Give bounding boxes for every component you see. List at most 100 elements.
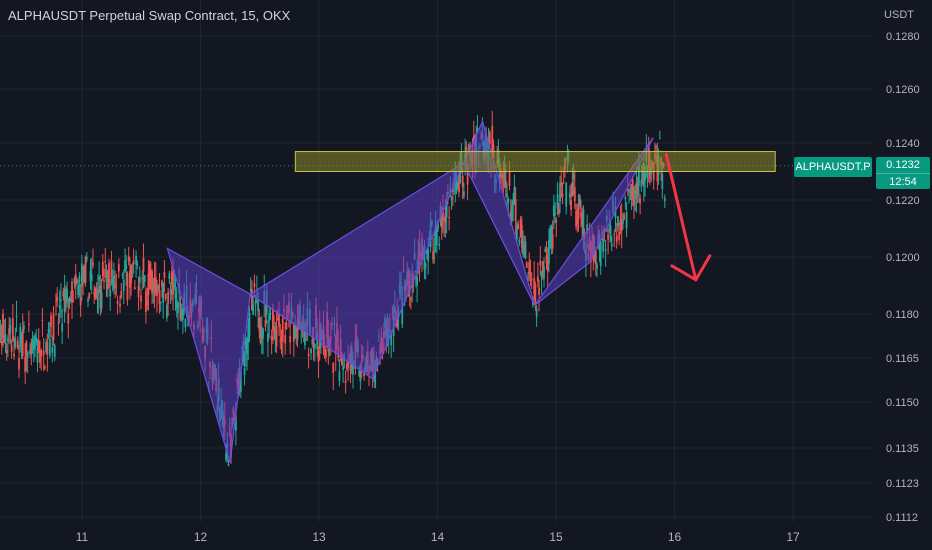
- candle-body: [109, 289, 112, 297]
- candle-body: [78, 276, 81, 282]
- candle-body: [180, 309, 183, 317]
- candle-body: [15, 315, 18, 317]
- candle-body: [92, 262, 94, 266]
- candle-body: [568, 193, 571, 198]
- time-axis: 11 12 13 14 15 16 17: [76, 530, 800, 544]
- candle-body: [340, 354, 343, 366]
- candle-body: [442, 208, 444, 220]
- candle-body: [9, 324, 12, 333]
- candle-body: [152, 284, 155, 291]
- bar-countdown: 12:54: [876, 173, 930, 190]
- candle-body: [247, 325, 250, 343]
- candle-body: [151, 271, 154, 294]
- candle-body: [513, 187, 516, 203]
- y-tick-label: 0.1180: [886, 309, 919, 321]
- candle-body: [43, 366, 46, 369]
- candle-body: [522, 241, 524, 255]
- candle-body: [157, 285, 160, 289]
- candle-body: [278, 313, 280, 328]
- candle-body: [85, 256, 88, 260]
- candle-body: [51, 347, 54, 353]
- candle-body: [40, 349, 43, 357]
- candle-body: [621, 219, 624, 225]
- candle-body: [313, 343, 316, 349]
- candle-body: [550, 226, 553, 249]
- candle-body: [642, 162, 645, 187]
- candle-body: [55, 300, 57, 302]
- candle-body: [47, 328, 50, 332]
- candle-body: [296, 320, 299, 340]
- pattern-triangle-abc: [249, 161, 465, 380]
- candle-body: [661, 174, 664, 190]
- symbol-price-tag: ALPHAUSDT.P: [794, 157, 872, 177]
- candle-body: [62, 291, 65, 297]
- candle-body: [639, 197, 642, 204]
- candle-body: [257, 298, 259, 312]
- candle-body: [503, 169, 506, 187]
- candle-body: [472, 135, 475, 143]
- candle-body: [638, 164, 640, 186]
- x-tick-label: 17: [786, 530, 800, 544]
- candle-body: [138, 276, 141, 284]
- candle-body: [67, 313, 70, 324]
- candle-body: [501, 174, 504, 179]
- candle-body: [273, 326, 276, 332]
- candle-body: [514, 198, 517, 221]
- y-tick-label: 0.1260: [886, 84, 920, 96]
- candle-body: [165, 304, 168, 318]
- candle-body: [99, 285, 102, 309]
- x-tick-label: 13: [312, 530, 326, 544]
- candle-body: [572, 174, 575, 180]
- pattern-triangle-xab: [166, 247, 251, 463]
- candle-body: [444, 212, 447, 223]
- candle-body: [604, 249, 607, 251]
- candle-body: [148, 263, 151, 289]
- candle-body: [608, 226, 611, 228]
- candle-body: [276, 318, 279, 321]
- candle-body: [593, 250, 596, 258]
- candle-body: [57, 323, 60, 325]
- candle-body: [98, 277, 101, 280]
- candle-body: [253, 283, 256, 287]
- candle-body: [560, 182, 563, 186]
- candle-body: [64, 300, 67, 304]
- candle-body: [629, 191, 632, 193]
- candle-body: [655, 146, 658, 148]
- candle-body: [573, 187, 576, 202]
- candle-body: [401, 298, 404, 325]
- candle-body: [225, 453, 227, 460]
- candle-body: [565, 182, 568, 207]
- candle-body: [571, 182, 574, 197]
- candle-body: [580, 212, 582, 217]
- candle-body: [19, 327, 22, 346]
- candle-body: [440, 220, 443, 228]
- candle-body: [105, 269, 108, 283]
- candle-body: [14, 338, 17, 348]
- y-tick-label: 0.1150: [886, 397, 919, 409]
- x-tick-label: 12: [194, 530, 208, 544]
- candle-body: [410, 298, 412, 300]
- candle-body: [132, 260, 135, 265]
- candle-body: [179, 308, 182, 320]
- candle-body: [515, 225, 518, 240]
- candle-body: [536, 276, 539, 282]
- candle-body: [271, 307, 274, 330]
- candle-body: [125, 264, 128, 270]
- candle-body: [323, 348, 326, 355]
- candle-body: [424, 263, 427, 267]
- candle-body: [456, 182, 459, 190]
- candle-body: [433, 249, 436, 251]
- candle-body: [543, 266, 545, 279]
- candle-body: [546, 260, 549, 271]
- candle-body: [100, 291, 103, 309]
- candle-body: [82, 277, 84, 280]
- candle-body: [94, 287, 97, 299]
- candle-body: [523, 245, 526, 251]
- candle-body: [342, 366, 345, 371]
- candle-body: [133, 287, 136, 290]
- candle-body: [264, 320, 267, 327]
- candle-body: [450, 197, 453, 200]
- candle-body: [251, 289, 253, 311]
- candle-body: [25, 341, 28, 356]
